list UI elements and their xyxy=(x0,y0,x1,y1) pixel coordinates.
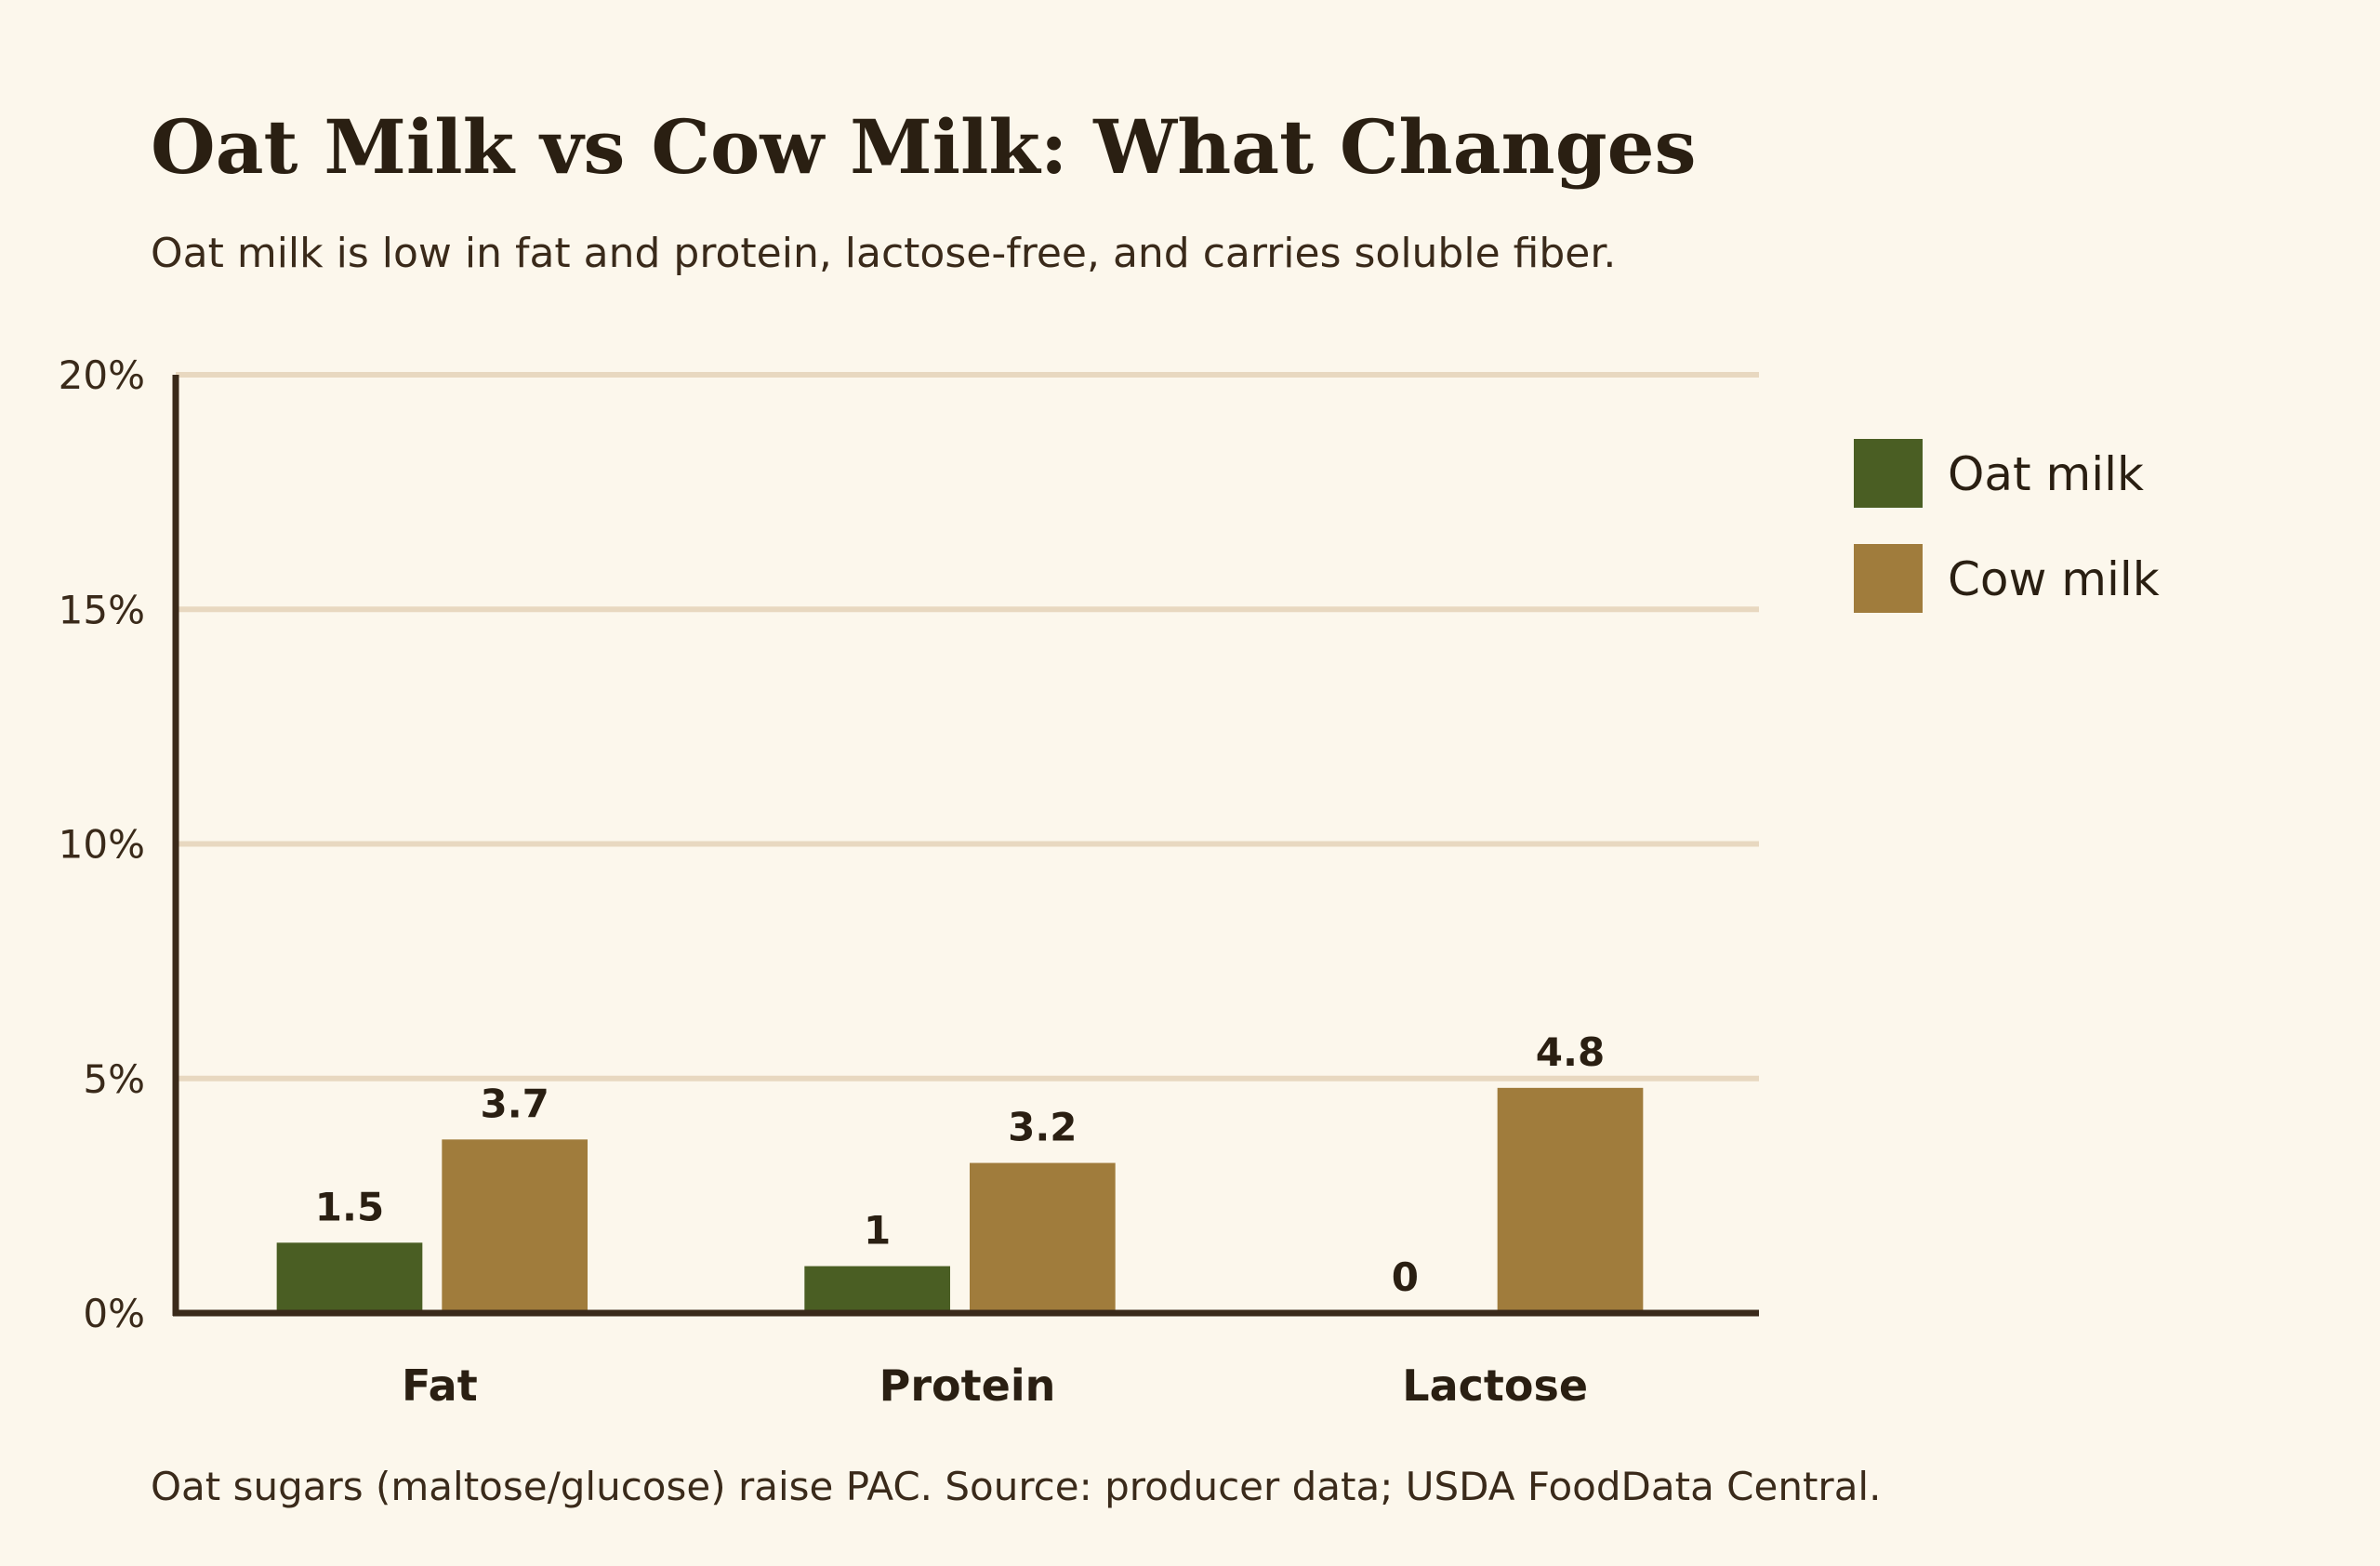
value-label: 3.7 xyxy=(480,1081,549,1126)
bar xyxy=(804,1266,950,1313)
value-label: 0 xyxy=(1392,1254,1419,1300)
legend-label: Oat milk xyxy=(1948,447,2144,501)
legend-swatch xyxy=(1854,544,1923,613)
footnote: Oat sugars (maltose/glucose) raise PAC. … xyxy=(151,1464,1881,1509)
x-tick-label: Protein xyxy=(879,1360,1056,1411)
bar xyxy=(442,1139,588,1313)
value-label: 4.8 xyxy=(1536,1029,1605,1075)
value-label: 3.2 xyxy=(1008,1105,1077,1150)
chart-title: Oat Milk vs Cow Milk: What Changes xyxy=(151,103,1697,191)
chart-subtitle: Oat milk is low in fat and protein, lact… xyxy=(151,230,1616,277)
bar xyxy=(1497,1087,1644,1313)
value-label: 1 xyxy=(864,1208,891,1254)
x-tick-label: Lactose xyxy=(1402,1360,1588,1411)
y-tick-label: 0% xyxy=(83,1291,145,1336)
y-tick-label: 10% xyxy=(59,822,145,868)
x-tick-label: Fat xyxy=(402,1360,478,1411)
bar xyxy=(276,1242,423,1313)
legend-swatch xyxy=(1854,439,1923,508)
bar xyxy=(970,1162,1116,1313)
y-tick-label: 15% xyxy=(59,587,145,632)
legend-label: Cow milk xyxy=(1948,552,2160,606)
value-label: 1.5 xyxy=(315,1184,384,1229)
y-tick-label: 20% xyxy=(59,352,145,398)
y-tick-label: 5% xyxy=(83,1056,145,1102)
